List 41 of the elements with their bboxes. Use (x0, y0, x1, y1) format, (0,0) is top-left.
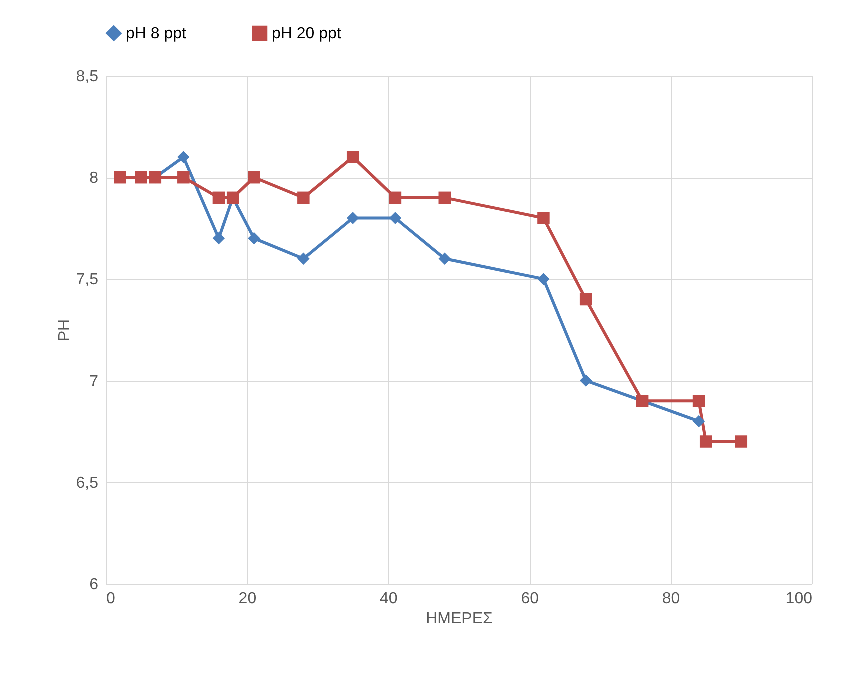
y-tick-label: 8 (90, 170, 99, 188)
y-tick-label: 7 (90, 373, 99, 390)
y-axis-title: PH (56, 319, 74, 342)
point (178, 171, 190, 184)
x-tick-label: 80 (662, 590, 680, 608)
point (692, 394, 706, 408)
x-tick-label: 60 (521, 590, 540, 608)
point (212, 232, 226, 245)
y-tick-label: 6 (90, 576, 99, 594)
point (298, 192, 310, 204)
point (135, 171, 148, 184)
point (248, 171, 260, 184)
x-tick-label: 40 (380, 590, 398, 608)
point (346, 212, 360, 224)
point (735, 436, 748, 448)
point (298, 252, 310, 266)
point (438, 252, 452, 266)
point (692, 415, 706, 428)
x-tick-label: 20 (238, 590, 257, 608)
point (538, 212, 550, 224)
point (248, 232, 260, 245)
x-tick-label: 100 (786, 590, 813, 608)
point (389, 192, 402, 204)
point (212, 192, 226, 204)
point (700, 436, 712, 448)
point (580, 374, 592, 387)
x-tick-label: 0 (106, 590, 116, 608)
point (346, 151, 360, 164)
legend-label: pH 20 ppt (272, 25, 342, 42)
point (538, 273, 550, 286)
point (580, 293, 592, 306)
point (178, 151, 190, 164)
y-tick-label: 7,5 (76, 272, 99, 289)
legend-label: pH 8 ppt (126, 25, 188, 42)
point (438, 192, 452, 204)
point (114, 171, 126, 184)
point (636, 394, 649, 408)
x-axis-title: ΗΜΕΡΕΣ (426, 610, 493, 628)
y-tick-label: 6,5 (76, 474, 99, 492)
point (389, 212, 402, 224)
y-tick-label: 8,5 (76, 68, 99, 86)
